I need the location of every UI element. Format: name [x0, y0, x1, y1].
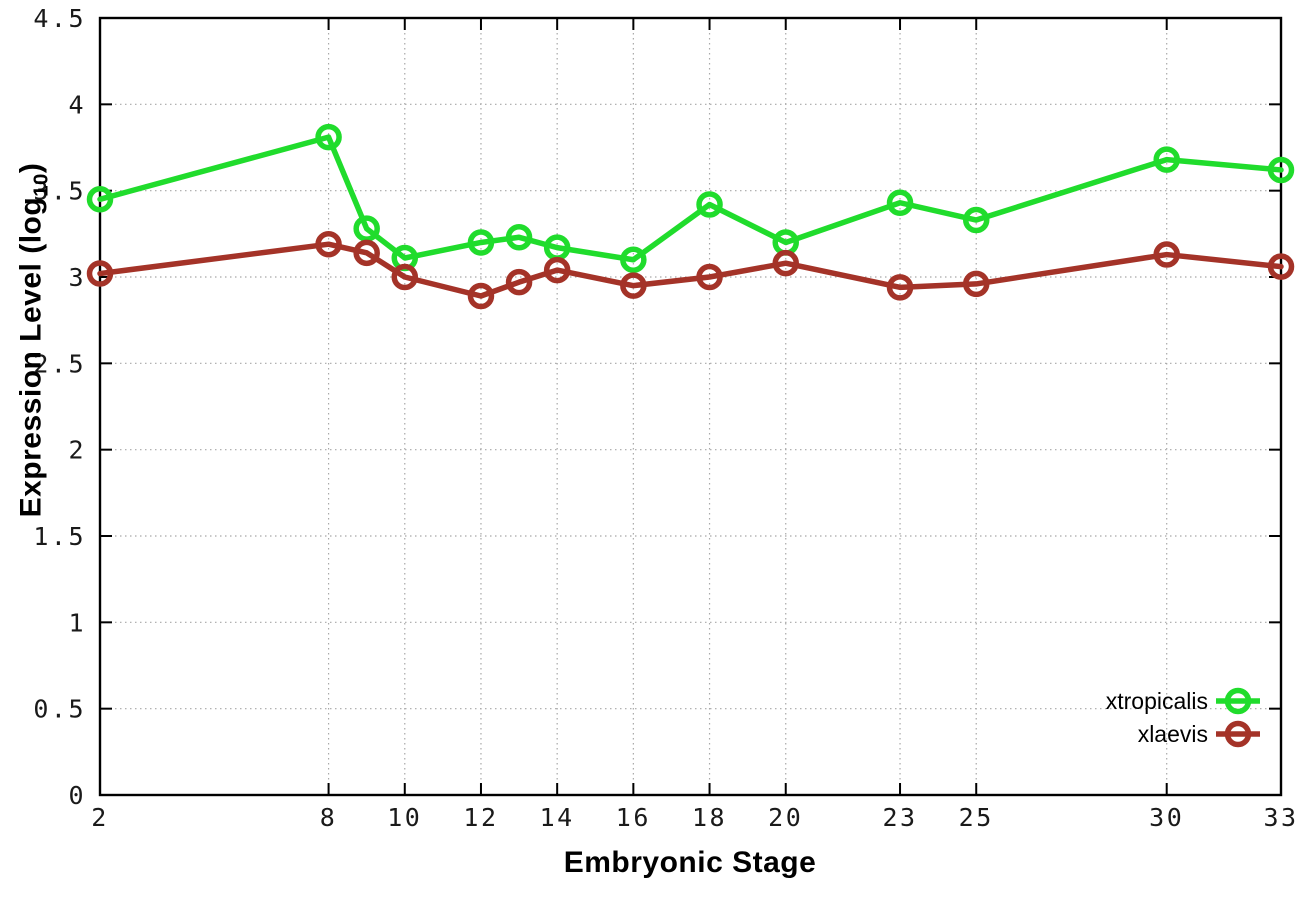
series-line-xtropicalis [97, 134, 1284, 263]
y-tick-label-4.5: 4.5 [33, 4, 86, 33]
marker-xlaevis-stage-13 [505, 268, 533, 296]
x-tick-label-18: 18 [692, 803, 727, 832]
y-tick-label-0: 0 [68, 781, 86, 810]
marker-xlaevis-stage-16 [620, 272, 647, 299]
legend-label-xtropicalis: xtropicalis [1106, 688, 1208, 714]
marker-xtropicalis-stage-9 [353, 215, 380, 242]
y-tick-label-0.5: 0.5 [33, 695, 86, 724]
series-line-xlaevis [97, 241, 1284, 299]
marker-xlaevis-stage-10 [391, 263, 419, 291]
marker-xlaevis-stage-30 [1153, 241, 1180, 268]
x-tick-label-16: 16 [616, 803, 651, 832]
y-axis-title-text: Expression Level (log [14, 196, 48, 518]
x-tick-label-20: 20 [768, 803, 803, 832]
marker-xlaevis-stage-20 [772, 249, 799, 277]
y-tick-label-3: 3 [68, 263, 86, 292]
marker-xtropicalis-stage-18 [696, 191, 723, 218]
legend-marker-xlaevis [1224, 720, 1252, 748]
x-tick-label-30: 30 [1149, 803, 1184, 832]
y-axis-title: Expression Level (log10) [15, 163, 54, 518]
y-tick-label-2.5: 2.5 [33, 349, 86, 378]
marker-xtropicalis-stage-25 [962, 206, 990, 234]
y-tick-label-4: 4 [68, 90, 86, 119]
marker-xlaevis-stage-14 [543, 256, 571, 284]
marker-xtropicalis-stage-13 [505, 224, 533, 251]
marker-xlaevis-stage-12 [467, 282, 495, 310]
marker-xtropicalis-stage-8 [315, 123, 342, 151]
y-axis-title-suffix: ) [14, 162, 48, 174]
marker-xlaevis-stage-9 [353, 239, 380, 267]
y-tick-label-3.5: 3.5 [33, 177, 86, 206]
marker-xtropicalis-stage-2 [86, 186, 114, 213]
marker-xtropicalis-stage-30 [1153, 146, 1180, 173]
x-tick-label-25: 25 [959, 803, 994, 832]
x-tick-label-2: 2 [91, 803, 109, 832]
y-axis-title-subscript: 10 [30, 173, 53, 197]
x-tick-label-23: 23 [882, 803, 917, 832]
x-tick-label-33: 33 [1263, 803, 1296, 832]
plot-border [98, 16, 1283, 797]
y-tick-label-1.5: 1.5 [33, 522, 86, 551]
y-tick-label-2: 2 [68, 436, 86, 465]
marker-xlaevis-stage-33 [1267, 253, 1295, 280]
marker-xlaevis-stage-23 [886, 274, 914, 301]
marker-xtropicalis-stage-33 [1267, 156, 1295, 184]
x-tick-label-10: 10 [387, 803, 422, 832]
marker-xtropicalis-stage-12 [467, 229, 495, 256]
legend-label-xlaevis: xlaevis [1138, 721, 1208, 747]
x-axis-title: Embryonic Stage [563, 846, 817, 879]
x-tick-label-8: 8 [320, 803, 338, 832]
marker-xlaevis-stage-8 [315, 230, 342, 258]
marker-xlaevis-stage-2 [86, 260, 114, 287]
y-tick-label-1: 1 [68, 608, 86, 637]
x-tick-label-12: 12 [463, 803, 498, 832]
marker-xtropicalis-stage-23 [886, 189, 914, 217]
legend-marker-xtropicalis [1224, 687, 1252, 715]
marker-xtropicalis-stage-16 [620, 246, 647, 273]
x-tick-label-14: 14 [540, 803, 575, 832]
marker-xlaevis-stage-25 [962, 270, 990, 298]
marker-xlaevis-stage-18 [696, 263, 723, 291]
